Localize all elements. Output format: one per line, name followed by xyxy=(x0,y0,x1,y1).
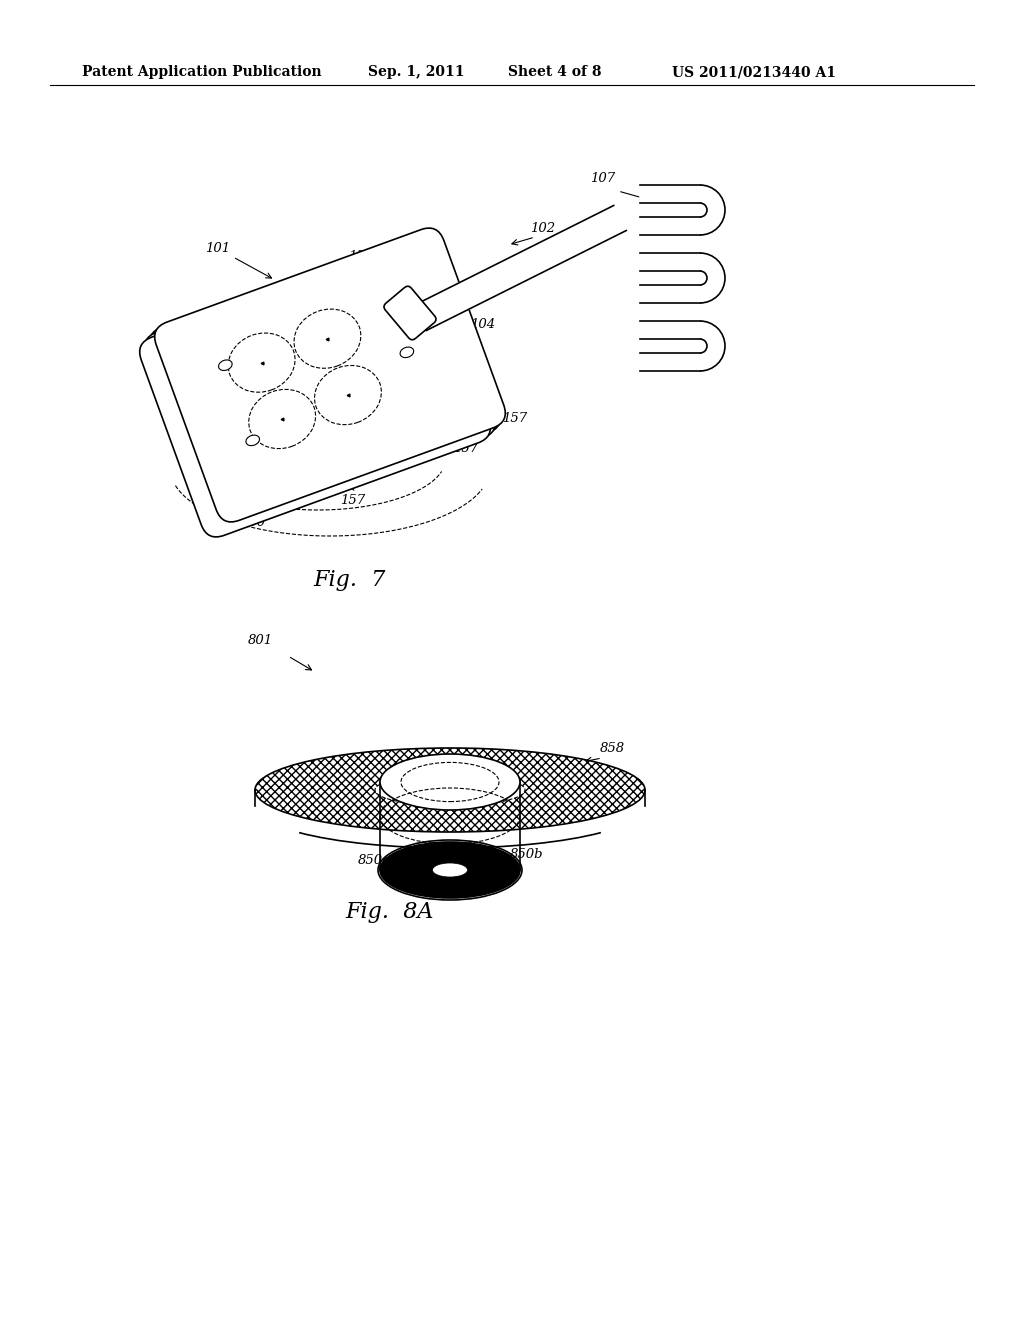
Text: 858: 858 xyxy=(600,742,625,755)
Polygon shape xyxy=(640,321,725,371)
Text: 157: 157 xyxy=(453,441,478,454)
Ellipse shape xyxy=(249,389,315,449)
Ellipse shape xyxy=(314,366,381,425)
Polygon shape xyxy=(640,185,725,235)
Ellipse shape xyxy=(375,774,525,807)
Ellipse shape xyxy=(228,333,295,392)
Polygon shape xyxy=(640,253,725,304)
Text: Patent Application Publication: Patent Application Publication xyxy=(82,65,322,79)
Text: 108: 108 xyxy=(700,348,725,362)
Text: Fig.  7: Fig. 7 xyxy=(313,569,386,591)
Ellipse shape xyxy=(294,309,360,368)
Text: 107: 107 xyxy=(590,172,615,185)
Text: 859: 859 xyxy=(308,796,333,808)
FancyBboxPatch shape xyxy=(144,238,496,532)
Text: 102: 102 xyxy=(530,222,555,235)
Ellipse shape xyxy=(380,754,520,810)
Text: Sep. 1, 2011: Sep. 1, 2011 xyxy=(368,65,465,79)
Polygon shape xyxy=(640,185,700,203)
Polygon shape xyxy=(414,206,627,330)
Text: 157: 157 xyxy=(185,469,210,482)
FancyBboxPatch shape xyxy=(139,243,490,537)
Ellipse shape xyxy=(246,436,259,446)
FancyBboxPatch shape xyxy=(155,228,505,521)
Text: 157: 157 xyxy=(340,494,366,507)
Text: -816: -816 xyxy=(572,793,602,807)
Text: Fig.  8A: Fig. 8A xyxy=(346,902,434,923)
Ellipse shape xyxy=(432,863,468,876)
Text: 157: 157 xyxy=(502,412,527,425)
Polygon shape xyxy=(640,352,700,371)
Text: 850: 850 xyxy=(455,871,480,884)
Text: 150: 150 xyxy=(240,516,265,528)
Ellipse shape xyxy=(400,347,414,358)
Text: 801: 801 xyxy=(248,634,273,647)
Text: 850a: 850a xyxy=(358,854,391,866)
Ellipse shape xyxy=(255,748,645,832)
FancyBboxPatch shape xyxy=(150,234,501,527)
Text: 850b: 850b xyxy=(510,849,544,862)
Polygon shape xyxy=(640,321,700,339)
Polygon shape xyxy=(640,216,700,235)
Polygon shape xyxy=(640,285,700,304)
Text: 104: 104 xyxy=(470,318,496,331)
Text: Sheet 4 of 8: Sheet 4 of 8 xyxy=(508,65,601,79)
Text: 150: 150 xyxy=(348,251,373,264)
Ellipse shape xyxy=(380,842,520,898)
FancyBboxPatch shape xyxy=(384,286,436,339)
Text: 804: 804 xyxy=(608,774,633,787)
Polygon shape xyxy=(640,253,700,271)
Text: US 2011/0213440 A1: US 2011/0213440 A1 xyxy=(672,65,836,79)
Text: 103: 103 xyxy=(375,256,400,269)
Ellipse shape xyxy=(218,360,232,371)
Text: 101: 101 xyxy=(205,242,271,279)
